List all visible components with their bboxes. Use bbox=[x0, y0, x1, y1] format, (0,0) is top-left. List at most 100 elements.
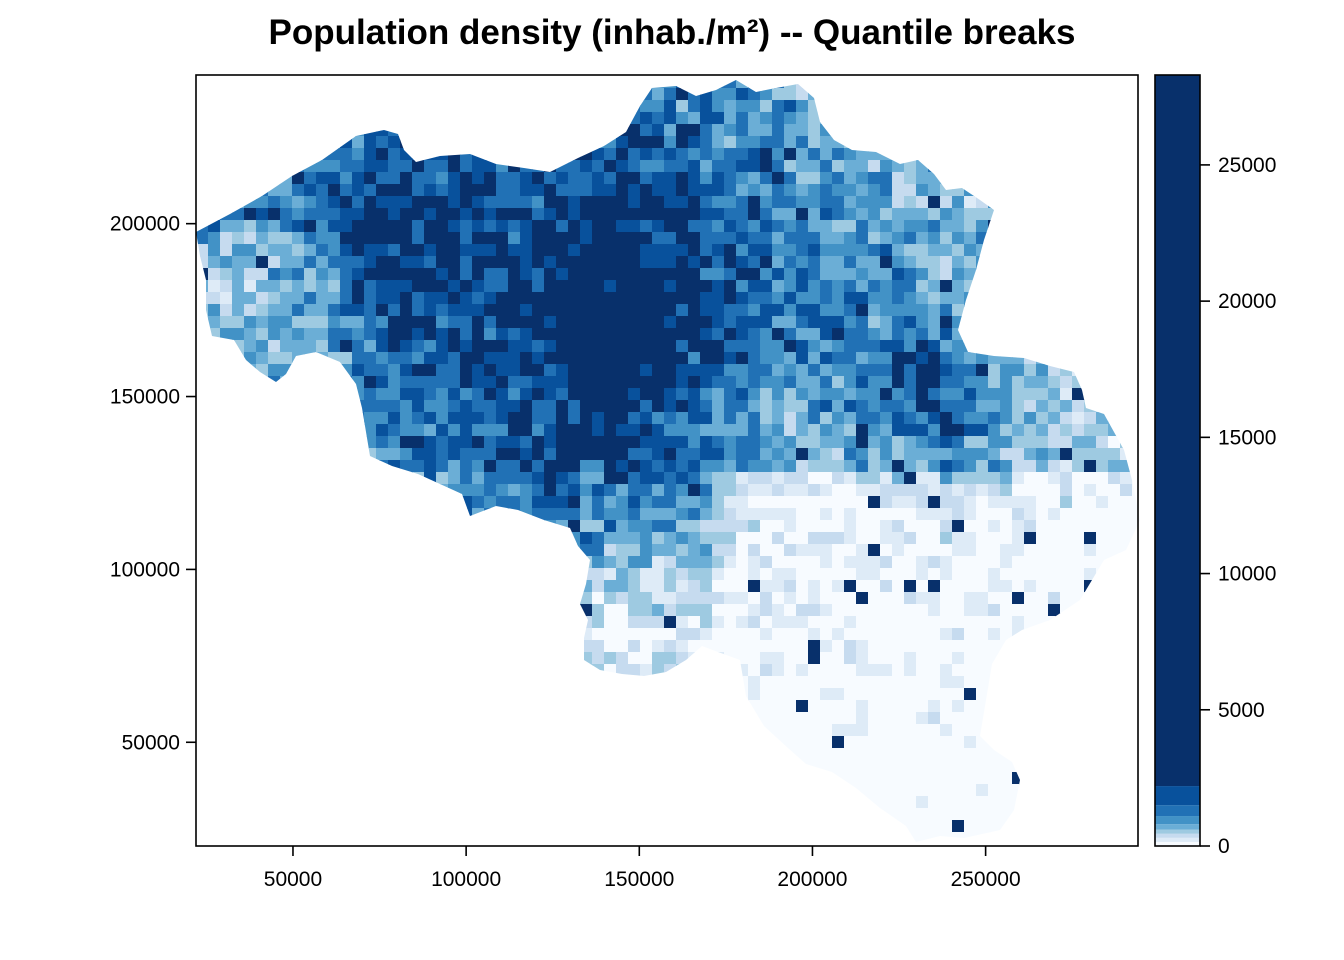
density-cell bbox=[292, 520, 305, 533]
density-cell bbox=[328, 244, 341, 257]
density-cell bbox=[748, 292, 761, 305]
density-cell bbox=[484, 532, 497, 545]
density-cell bbox=[1048, 532, 1061, 545]
density-cell bbox=[292, 640, 305, 653]
density-cell bbox=[292, 232, 305, 245]
density-cell bbox=[1048, 640, 1061, 653]
density-cell bbox=[1120, 364, 1133, 377]
density-cell bbox=[880, 592, 893, 605]
density-cell bbox=[304, 184, 317, 197]
density-cell bbox=[628, 352, 641, 365]
density-cell bbox=[724, 520, 737, 533]
density-cell bbox=[376, 520, 389, 533]
density-cell bbox=[424, 448, 437, 461]
density-cell bbox=[712, 640, 725, 653]
density-cell bbox=[856, 568, 869, 581]
density-cell bbox=[268, 748, 281, 761]
density-cell bbox=[292, 820, 305, 833]
density-cell bbox=[856, 820, 869, 833]
density-cell bbox=[868, 388, 881, 401]
density-cell bbox=[220, 244, 233, 257]
density-cell bbox=[1096, 80, 1109, 89]
density-cell bbox=[880, 412, 893, 425]
density-cell bbox=[1000, 508, 1013, 521]
density-cell bbox=[1084, 760, 1097, 773]
density-cell bbox=[400, 676, 413, 689]
density-cell bbox=[244, 544, 257, 557]
density-cell bbox=[892, 628, 905, 641]
density-cell bbox=[892, 364, 905, 377]
density-cell bbox=[952, 208, 965, 221]
density-cell bbox=[280, 784, 293, 797]
density-cell bbox=[1036, 808, 1049, 821]
density-cell bbox=[784, 676, 797, 689]
density-cell bbox=[316, 664, 329, 677]
density-cell bbox=[892, 424, 905, 437]
density-cell bbox=[988, 724, 1001, 737]
density-cell bbox=[304, 136, 317, 149]
density-cell bbox=[832, 280, 845, 293]
density-cell bbox=[616, 316, 629, 329]
density-cell bbox=[712, 208, 725, 221]
density-cell bbox=[532, 208, 545, 221]
density-cell bbox=[388, 424, 401, 437]
density-cell bbox=[952, 316, 965, 329]
density-cell bbox=[376, 556, 389, 569]
density-cell bbox=[952, 328, 965, 341]
density-cell bbox=[520, 508, 533, 521]
density-cell bbox=[424, 640, 437, 653]
density-cell bbox=[724, 208, 737, 221]
density-cell bbox=[448, 352, 461, 365]
density-cell bbox=[1096, 424, 1109, 437]
density-cell bbox=[712, 496, 725, 509]
density-cell bbox=[1024, 688, 1037, 701]
density-cell bbox=[1024, 436, 1037, 449]
density-cell bbox=[388, 448, 401, 461]
density-cell bbox=[700, 340, 713, 353]
density-cell bbox=[256, 520, 269, 533]
density-cell bbox=[736, 652, 749, 665]
density-cell bbox=[928, 724, 941, 737]
density-cell bbox=[736, 724, 749, 737]
density-cell bbox=[424, 280, 437, 293]
density-cell bbox=[820, 460, 833, 473]
density-cell bbox=[712, 568, 725, 581]
density-cell bbox=[844, 304, 857, 317]
density-cell bbox=[556, 760, 569, 773]
density-cell bbox=[1132, 520, 1140, 533]
density-cell bbox=[604, 712, 617, 725]
density-cell bbox=[640, 376, 653, 389]
density-cell bbox=[652, 196, 665, 209]
density-cell bbox=[748, 340, 761, 353]
density-cell bbox=[964, 412, 977, 425]
density-cell bbox=[1072, 616, 1085, 629]
density-cell bbox=[1072, 772, 1085, 785]
density-cell bbox=[1120, 760, 1133, 773]
density-cell bbox=[688, 580, 701, 593]
density-cell bbox=[292, 184, 305, 197]
density-cell bbox=[364, 88, 377, 101]
density-cell bbox=[868, 496, 881, 509]
density-cell bbox=[892, 208, 905, 221]
density-cell bbox=[592, 472, 605, 485]
density-cell bbox=[736, 568, 749, 581]
density-cell bbox=[232, 100, 245, 113]
density-cell bbox=[532, 136, 545, 149]
density-cell bbox=[448, 340, 461, 353]
density-cell bbox=[364, 112, 377, 125]
density-cell bbox=[772, 520, 785, 533]
density-cell bbox=[628, 148, 641, 161]
density-cell bbox=[868, 604, 881, 617]
density-cell bbox=[448, 772, 461, 785]
density-cell bbox=[844, 460, 857, 473]
density-cell bbox=[256, 304, 269, 317]
density-cell bbox=[472, 700, 485, 713]
density-cell bbox=[1060, 460, 1073, 473]
density-cell bbox=[412, 124, 425, 137]
density-cell bbox=[472, 232, 485, 245]
density-cell bbox=[868, 80, 881, 89]
density-cell bbox=[340, 652, 353, 665]
density-cell bbox=[820, 256, 833, 269]
density-cell bbox=[316, 736, 329, 749]
density-cell bbox=[304, 820, 317, 833]
